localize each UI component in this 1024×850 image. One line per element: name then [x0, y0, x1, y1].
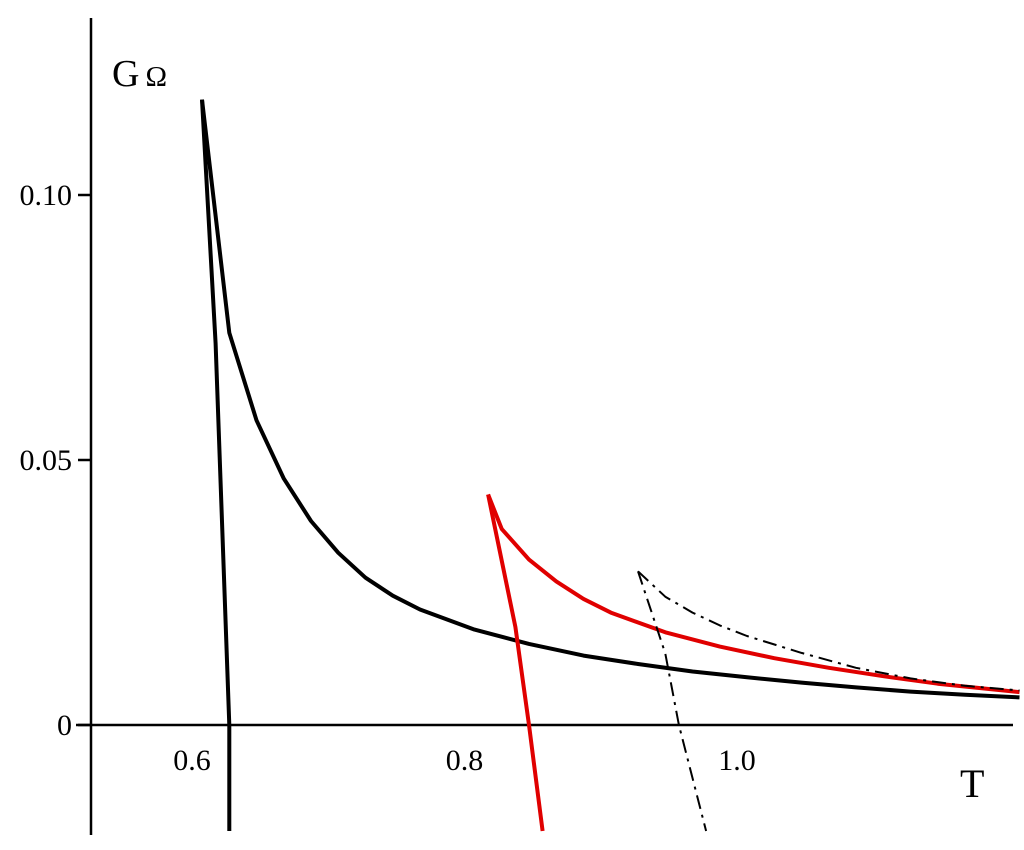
x-ticks: 0.6 0.8 1.0 [173, 744, 756, 777]
y-axis-title-main: G [112, 53, 139, 95]
series-layer [200, 99, 1020, 832]
series-1-lower-branch [200, 99, 232, 831]
series-3-lower-branch [637, 570, 708, 832]
series-1-upper-branch [200, 99, 1020, 700]
y-tick-label: 0.05 [20, 444, 73, 477]
y-tick-label: 0.10 [20, 179, 73, 212]
x-tick-label: 1.0 [718, 744, 756, 777]
series-3-upper-branch [637, 570, 1020, 692]
series-2-upper-branch [486, 493, 1020, 695]
x-tick-label: 0.8 [446, 744, 484, 777]
series-2-lower-branch [486, 494, 545, 832]
x-axis-title: T [960, 761, 984, 806]
x-tick-label: 0.6 [173, 744, 211, 777]
y-axis-title-sub: Ω [145, 61, 167, 93]
y-tick-label: 0 [57, 709, 72, 742]
y-ticks: 0 0.05 0.10 [20, 179, 91, 742]
